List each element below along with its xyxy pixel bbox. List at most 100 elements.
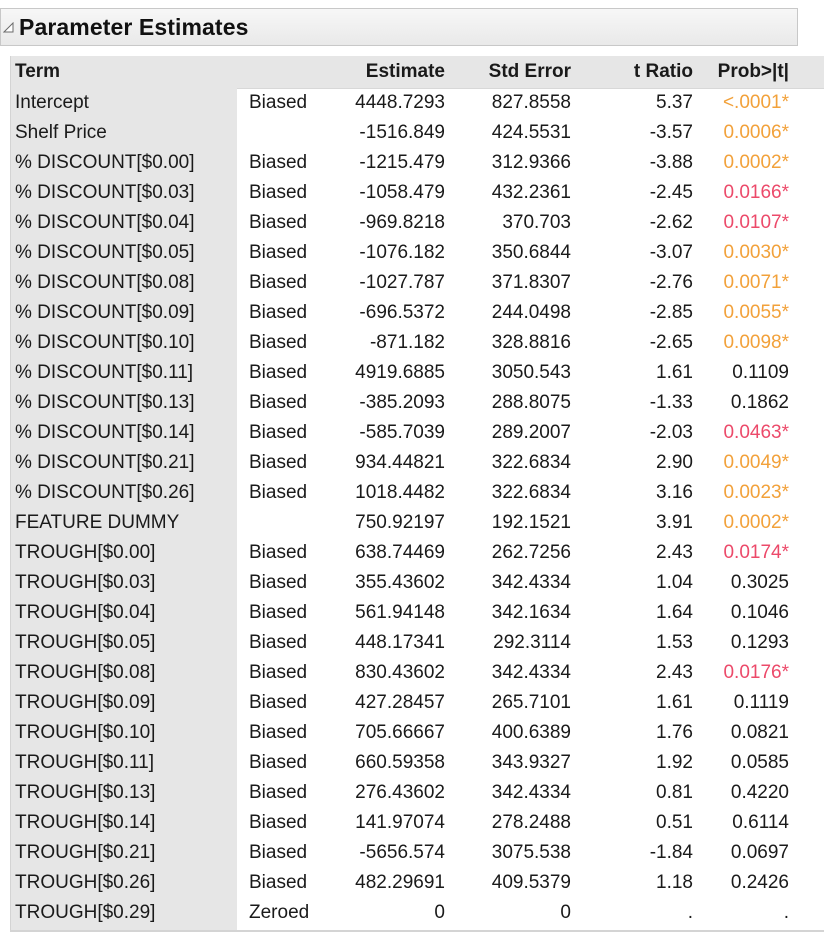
cell-term: TROUGH[$0.03] bbox=[15, 572, 156, 593]
cell-prob: 0.0174* bbox=[723, 542, 789, 563]
cell-estimate: 141.97074 bbox=[355, 812, 445, 833]
cell-estimate: -1076.182 bbox=[359, 242, 445, 263]
table-row: TROUGH[$0.05] Biased 448.17341 292.3114 1.53… bbox=[11, 628, 824, 658]
cell-flag: Zeroed bbox=[249, 902, 310, 923]
cell-estimate: -871.182 bbox=[369, 332, 445, 353]
cell-std-error: 409.5379 bbox=[491, 872, 571, 893]
cell-t-ratio: -1.33 bbox=[649, 392, 693, 413]
cell-flag: Biased bbox=[249, 872, 308, 893]
table-row: % DISCOUNT[$0.21] Biased 934.44821 322.6834… bbox=[11, 448, 824, 478]
column-header-prob[interactable]: Prob>|t| bbox=[717, 61, 789, 82]
cell-prob: 0.0071* bbox=[723, 272, 789, 293]
cell-t-ratio: -1.84 bbox=[649, 842, 693, 863]
cell-std-error: 343.9327 bbox=[491, 752, 571, 773]
estimates-table: Term Estimate Std Error t Ratio Prob>|t|… bbox=[10, 56, 824, 932]
triangle-down-icon[interactable] bbox=[1, 20, 15, 34]
cell-flag: Biased bbox=[249, 692, 308, 713]
cell-t-ratio: -2.62 bbox=[649, 212, 693, 233]
cell-flag: Biased bbox=[249, 542, 308, 563]
cell-term: % DISCOUNT[$0.09] bbox=[15, 302, 195, 323]
cell-t-ratio: 1.18 bbox=[656, 872, 693, 893]
cell-t-ratio: 3.16 bbox=[656, 482, 693, 503]
table-header-row: Term Estimate Std Error t Ratio Prob>|t| bbox=[11, 56, 824, 89]
cell-prob: 0.1109 bbox=[732, 362, 789, 383]
cell-prob: 0.1119 bbox=[733, 692, 789, 713]
cell-term: TROUGH[$0.00] bbox=[15, 542, 156, 563]
cell-t-ratio: 1.04 bbox=[656, 572, 693, 593]
cell-prob: <.0001* bbox=[722, 92, 789, 113]
cell-prob: 0.0463* bbox=[723, 422, 789, 443]
cell-std-error: 288.8075 bbox=[491, 392, 571, 413]
cell-flag: Biased bbox=[249, 662, 308, 683]
cell-term: % DISCOUNT[$0.08] bbox=[15, 272, 195, 293]
table-row: Intercept Biased 4448.7293 827.8558 5.37 <.00… bbox=[11, 88, 824, 118]
cell-term: % DISCOUNT[$0.11] bbox=[15, 362, 194, 383]
cell-prob: 0.0107* bbox=[723, 212, 789, 233]
cell-t-ratio: 5.37 bbox=[656, 92, 693, 113]
cell-std-error: 0 bbox=[560, 902, 571, 923]
cell-t-ratio: -2.45 bbox=[649, 182, 693, 203]
cell-flag: Biased bbox=[249, 452, 308, 473]
cell-prob: 0.0821 bbox=[730, 722, 789, 743]
cell-prob: 0.4220 bbox=[730, 782, 789, 803]
cell-std-error: 424.5531 bbox=[491, 122, 571, 143]
column-header-estimate[interactable]: Estimate bbox=[365, 61, 445, 82]
cell-std-error: 342.4334 bbox=[491, 662, 571, 683]
table-row: TROUGH[$0.13] Biased 276.43602 342.4334 0.81… bbox=[11, 778, 824, 808]
cell-prob: 0.0002* bbox=[723, 512, 789, 533]
cell-t-ratio: -2.85 bbox=[649, 302, 693, 323]
cell-term: Intercept bbox=[15, 92, 89, 113]
cell-estimate: -969.8218 bbox=[359, 212, 445, 233]
cell-flag: Biased bbox=[249, 392, 308, 413]
cell-t-ratio: 1.61 bbox=[656, 362, 693, 383]
cell-std-error: 3050.543 bbox=[491, 362, 571, 383]
table-row: % DISCOUNT[$0.03] Biased -1058.479 432.2361… bbox=[11, 178, 824, 208]
cell-t-ratio: 1.92 bbox=[656, 752, 693, 773]
cell-prob: 0.1046 bbox=[730, 602, 789, 623]
cell-t-ratio: -3.07 bbox=[649, 242, 693, 263]
cell-estimate: -1516.849 bbox=[359, 122, 445, 143]
term-column-background bbox=[11, 88, 237, 931]
cell-flag: Biased bbox=[249, 632, 308, 653]
cell-estimate: -696.5372 bbox=[359, 302, 445, 323]
cell-t-ratio: 1.76 bbox=[656, 722, 693, 743]
cell-estimate: 448.17341 bbox=[355, 632, 445, 653]
table-row: Shelf Price -1516.849 424.5531 -3.57 0.0006* bbox=[11, 118, 824, 148]
column-header-term[interactable]: Term bbox=[15, 61, 61, 82]
cell-flag: Biased bbox=[249, 332, 308, 353]
cell-prob: 0.0006* bbox=[723, 122, 789, 143]
column-header-t-ratio[interactable]: t Ratio bbox=[633, 61, 693, 82]
table-row: % DISCOUNT[$0.09] Biased -696.5372 244.0498… bbox=[11, 298, 824, 328]
table-row: % DISCOUNT[$0.14] Biased -585.7039 289.2007… bbox=[11, 418, 824, 448]
cell-prob: 0.0176* bbox=[723, 662, 789, 683]
cell-std-error: 244.0498 bbox=[491, 302, 571, 323]
cell-t-ratio: 1.53 bbox=[656, 632, 693, 653]
cell-std-error: 278.2488 bbox=[491, 812, 571, 833]
cell-term: TROUGH[$0.10] bbox=[15, 722, 156, 743]
cell-flag: Biased bbox=[249, 422, 308, 443]
cell-std-error: 262.7256 bbox=[491, 542, 571, 563]
table-row: % DISCOUNT[$0.26] Biased 1018.4482 322.6834… bbox=[11, 478, 824, 508]
cell-term: FEATURE DUMMY bbox=[15, 512, 180, 533]
cell-std-error: 192.1521 bbox=[491, 512, 571, 533]
cell-prob: 0.0697 bbox=[730, 842, 789, 863]
cell-term: TROUGH[$0.26] bbox=[15, 872, 156, 893]
table-row: FEATURE DUMMY 750.92197 192.1521 3.91 0.0002… bbox=[11, 508, 824, 538]
cell-t-ratio: -3.57 bbox=[649, 122, 693, 143]
cell-flag: Biased bbox=[249, 182, 308, 203]
table-row: % DISCOUNT[$0.08] Biased -1027.787 371.8307… bbox=[11, 268, 824, 298]
cell-t-ratio: 1.61 bbox=[656, 692, 693, 713]
cell-prob: 0.6114 bbox=[732, 812, 789, 833]
cell-prob: 0.0055* bbox=[723, 302, 789, 323]
cell-flag: Biased bbox=[249, 752, 308, 773]
column-header-std-error[interactable]: Std Error bbox=[488, 61, 571, 82]
cell-std-error: 265.7101 bbox=[491, 692, 571, 713]
cell-estimate: 750.92197 bbox=[355, 512, 445, 533]
table-row: % DISCOUNT[$0.05] Biased -1076.182 350.6844… bbox=[11, 238, 824, 268]
cell-prob: 0.1862 bbox=[730, 392, 789, 413]
report-header[interactable]: Parameter Estimates bbox=[0, 8, 798, 46]
cell-std-error: 432.2361 bbox=[491, 182, 571, 203]
cell-term: % DISCOUNT[$0.04] bbox=[15, 212, 195, 233]
table-row: TROUGH[$0.09] Biased 427.28457 265.7101 1.61… bbox=[11, 688, 824, 718]
